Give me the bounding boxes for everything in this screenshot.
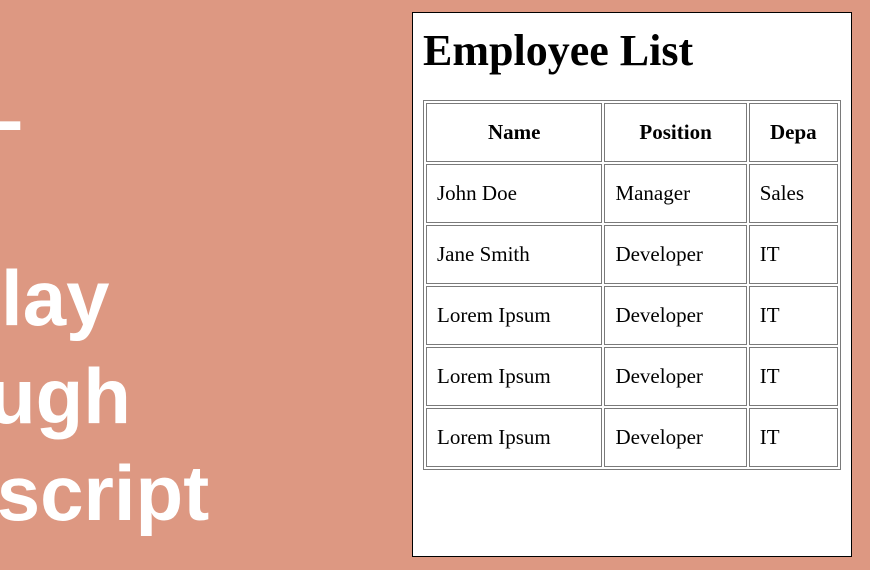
- col-department: Depa: [749, 103, 838, 162]
- cell-position: Developer: [604, 347, 746, 406]
- employee-table: Name Position Depa John Doe Manager Sale…: [423, 100, 841, 470]
- cell-department: IT: [749, 286, 838, 345]
- cell-name: John Doe: [426, 164, 602, 223]
- cell-name: Lorem Ipsum: [426, 408, 602, 467]
- table-row: John Doe Manager Sales: [426, 164, 838, 223]
- col-position: Position: [604, 103, 746, 162]
- left-line-1: ML: [0, 55, 209, 153]
- cell-position: Developer: [604, 225, 746, 284]
- cell-department: IT: [749, 347, 838, 406]
- table-row: Jane Smith Developer IT: [426, 225, 838, 284]
- table-header-row: Name Position Depa: [426, 103, 838, 162]
- cell-name: Lorem Ipsum: [426, 286, 602, 345]
- left-line-5: vascript: [0, 445, 209, 543]
- col-name: Name: [426, 103, 602, 162]
- cell-department: IT: [749, 225, 838, 284]
- cell-position: Developer: [604, 408, 746, 467]
- employee-panel: Employee List Name Position Depa John Do…: [412, 12, 852, 557]
- table-row: Lorem Ipsum Developer IT: [426, 347, 838, 406]
- left-line-4: rough: [0, 348, 209, 446]
- table-row: Lorem Ipsum Developer IT: [426, 286, 838, 345]
- cell-name: Lorem Ipsum: [426, 347, 602, 406]
- cell-position: Developer: [604, 286, 746, 345]
- cell-department: Sales: [749, 164, 838, 223]
- cell-position: Manager: [604, 164, 746, 223]
- cell-department: IT: [749, 408, 838, 467]
- left-line-3: splay: [0, 250, 209, 348]
- cell-name: Jane Smith: [426, 225, 602, 284]
- panel-title: Employee List: [423, 25, 841, 76]
- left-title-text: ML ta splay rough vascript: [0, 55, 209, 543]
- left-line-2: ta: [0, 153, 209, 251]
- table-body: John Doe Manager Sales Jane Smith Develo…: [426, 164, 838, 467]
- table-row: Lorem Ipsum Developer IT: [426, 408, 838, 467]
